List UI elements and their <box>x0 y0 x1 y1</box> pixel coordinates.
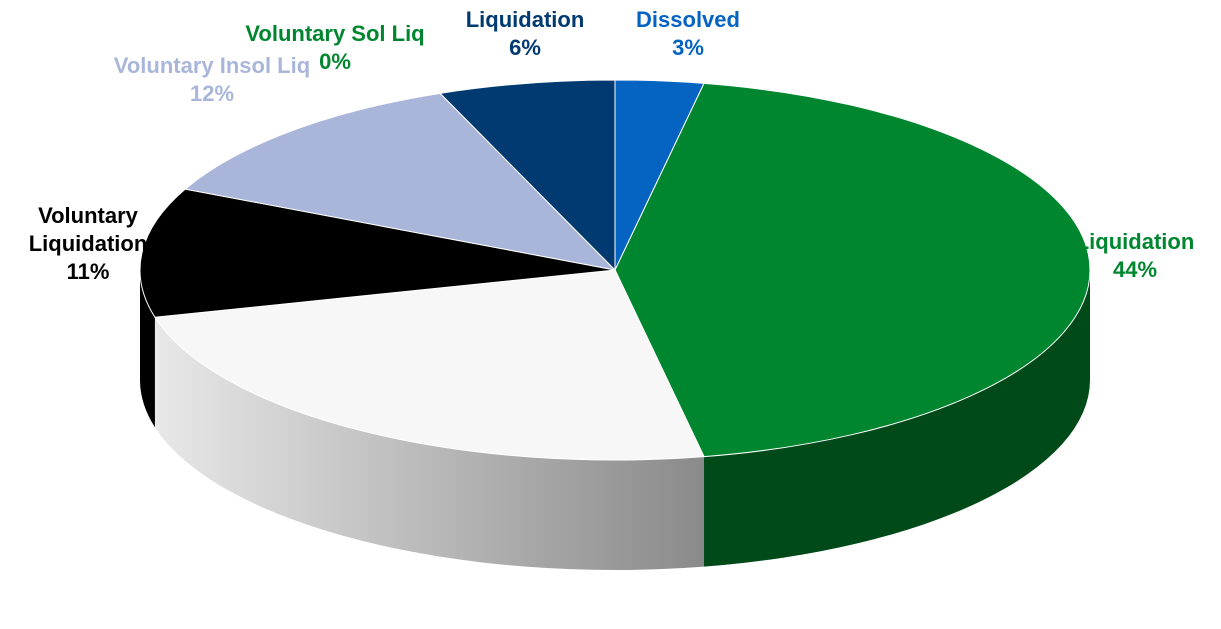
value-label: 0% <box>319 49 351 74</box>
pie-slice <box>439 79 616 272</box>
pie-slice-side <box>704 270 1090 567</box>
category-label: Voluntary Insol Liq <box>113 53 311 78</box>
pie-slice-side <box>140 270 155 428</box>
pie-slice <box>184 92 617 271</box>
category-label: Dissolved <box>636 7 740 32</box>
value-label: 11% <box>66 259 110 284</box>
data-label: Liquidation 6% <box>425 6 625 62</box>
data-label: Liquidation 44% <box>1035 228 1221 284</box>
pie-slice <box>139 188 616 318</box>
data-label: Voluntary Sol Liq 0% <box>205 20 465 76</box>
data-label: Voluntary Insol Liq 12% <box>92 52 332 108</box>
category-label: Liquidation <box>1075 229 1195 254</box>
data-label: Dissolved 3% <box>588 6 788 62</box>
pie-slice <box>154 269 705 461</box>
category-label: Voluntary Liquidation <box>28 203 148 256</box>
pie-slice <box>614 82 1091 458</box>
pie-slice-side <box>154 317 705 570</box>
value-label: 3% <box>672 35 704 60</box>
category-label: Voluntary Sol Liq <box>245 21 425 46</box>
category-label: Liquidation <box>465 7 585 32</box>
value-label: 12% <box>189 81 235 106</box>
value-label: 6% <box>509 35 541 60</box>
value-label: 44% <box>1112 257 1158 282</box>
data-label: Voluntary Liquidation 11% <box>8 202 168 286</box>
